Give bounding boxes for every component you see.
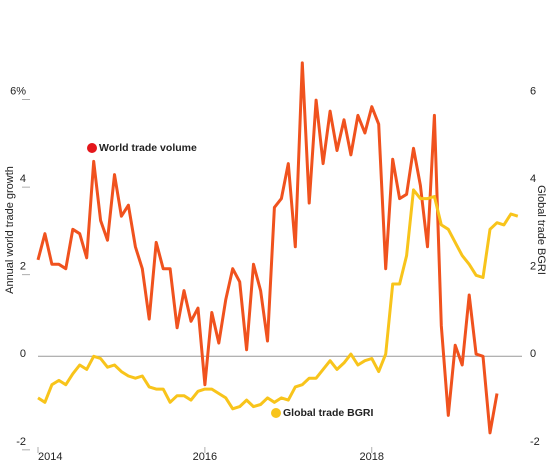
y-tick-label: 2: [20, 261, 26, 273]
y2-tick-label: 4: [530, 173, 536, 185]
legend-label: World trade volume: [99, 142, 197, 154]
legend-label: Global trade BGRI: [283, 407, 374, 419]
y-tick-label: 0: [20, 348, 26, 360]
y2-tick-label: 2: [530, 261, 536, 273]
x-tick-label: 2014: [38, 451, 62, 463]
y-axis-title: Annual world trade growth: [4, 166, 16, 294]
legend-marker: [87, 143, 97, 153]
y-tick-label: 6%: [10, 85, 26, 97]
y2-axis-title: Global trade BGRI: [535, 185, 547, 275]
y2-tick-label: 0: [530, 348, 536, 360]
series-line: [37, 188, 519, 411]
x-tick-label: 2016: [193, 451, 217, 463]
y2-tick-label: 6: [530, 85, 536, 97]
legend-marker: [271, 408, 281, 418]
y2-tick-label: -2: [530, 436, 540, 448]
x-tick-label: 2018: [360, 451, 384, 463]
y-tick-label: -2: [16, 436, 26, 448]
series-line: [36, 61, 499, 435]
y-tick-label: 4: [20, 173, 26, 185]
